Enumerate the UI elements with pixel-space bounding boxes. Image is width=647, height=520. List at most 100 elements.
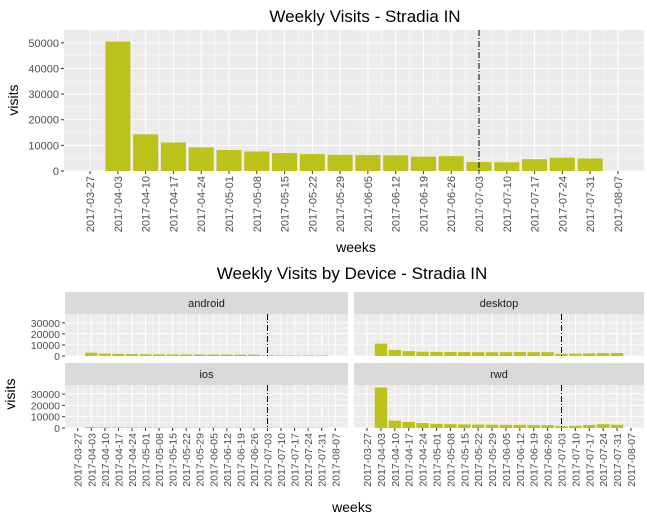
x-tick-label: 2017-06-19	[529, 433, 541, 487]
bar	[610, 424, 624, 428]
bar	[499, 352, 513, 356]
bar	[160, 142, 186, 171]
y-tick-label: 20000	[28, 115, 59, 127]
facet-strip	[65, 292, 348, 314]
bar	[555, 353, 568, 356]
bar	[541, 352, 554, 356]
x-tick-label: 2017-05-29	[195, 433, 207, 487]
bar	[98, 353, 111, 356]
x-tick-label: 2017-07-17	[530, 176, 542, 232]
bar	[85, 352, 98, 356]
bar	[583, 424, 596, 428]
x-tick-label: 2017-05-15	[280, 176, 292, 232]
facet-strip	[354, 292, 644, 314]
bar	[610, 353, 624, 356]
x-tick-label: 2017-06-05	[363, 176, 375, 232]
x-tick-label: 2017-08-07	[613, 176, 625, 232]
x-tick-label: 2017-07-31	[317, 433, 329, 487]
bar	[105, 41, 131, 171]
x-tick-label: 2017-04-10	[100, 433, 112, 487]
bar	[374, 387, 388, 428]
x-tick-label: 2017-06-12	[391, 176, 403, 232]
bar	[180, 354, 193, 356]
y-tick-label: 20000	[31, 400, 60, 412]
bar	[541, 425, 554, 428]
bar	[596, 424, 610, 428]
bar	[583, 353, 596, 356]
y-tick-label: 0	[54, 423, 60, 435]
bar	[133, 134, 159, 171]
bar	[152, 354, 166, 356]
x-tick-label: 2017-06-19	[235, 433, 247, 487]
bar	[527, 352, 540, 356]
bar	[527, 425, 540, 428]
bar	[444, 352, 457, 356]
bar	[549, 157, 575, 171]
bar	[458, 424, 471, 428]
x-tick-label: 2017-07-10	[502, 176, 514, 232]
x-tick-label: 2017-05-01	[224, 176, 236, 232]
x-tick-label: 2017-04-03	[86, 433, 98, 487]
bar	[430, 351, 443, 356]
facet-strip	[65, 363, 348, 385]
x-tick-label: 2017-07-31	[585, 176, 597, 232]
top-chart-title: Weekly Visits - Stradia IN	[269, 7, 460, 26]
bar	[513, 352, 527, 356]
x-tick-label: 2017-07-31	[612, 433, 624, 487]
x-tick-label: 2017-04-03	[113, 176, 125, 232]
y-tick-label: 30000	[31, 318, 60, 330]
x-tick-label: 2017-03-27	[85, 176, 97, 232]
bar	[388, 420, 402, 428]
bar	[247, 354, 261, 356]
x-tick-label: 2017-07-17	[584, 433, 596, 487]
top-chart-xlabel: weeks	[335, 239, 376, 255]
bar	[388, 350, 402, 356]
x-tick-label: 2017-04-24	[127, 433, 139, 487]
facet-strip-label: android	[188, 298, 225, 310]
x-tick-label: 2017-07-03	[557, 433, 569, 487]
x-tick-label: 2017-07-03	[262, 433, 274, 487]
x-tick-label: 2017-08-07	[330, 433, 342, 487]
bar	[383, 155, 409, 171]
x-tick-label: 2017-06-12	[222, 433, 234, 487]
x-tick-label: 2017-04-24	[196, 176, 208, 232]
x-tick-label: 2017-06-26	[446, 176, 458, 232]
x-tick-label: 2017-06-05	[501, 433, 513, 487]
bottom-chart-xlabel: weeks	[331, 499, 372, 515]
x-tick-label: 2017-04-17	[404, 433, 416, 487]
x-tick-label: 2017-03-27	[73, 433, 85, 487]
bar	[416, 423, 429, 428]
x-tick-label: 2017-05-15	[459, 433, 471, 487]
bar	[220, 354, 233, 356]
x-tick-label: 2017-05-22	[307, 176, 319, 232]
x-tick-label: 2017-05-08	[154, 433, 166, 487]
bar	[438, 156, 464, 171]
x-tick-label: 2017-05-01	[141, 433, 153, 487]
bar	[522, 159, 548, 171]
bar	[299, 154, 325, 171]
bar	[402, 422, 415, 428]
x-tick-label: 2017-05-15	[168, 433, 180, 487]
bar	[188, 147, 214, 171]
bar	[327, 154, 353, 171]
y-tick-label: 50000	[28, 38, 59, 50]
y-tick-label: 30000	[28, 89, 59, 101]
bar	[166, 354, 179, 356]
y-tick-label: 10000	[28, 140, 59, 152]
top-chart-ylabel: visits	[5, 84, 21, 115]
bar	[98, 427, 111, 428]
y-tick-label: 10000	[31, 412, 60, 424]
bar	[458, 352, 471, 356]
x-tick-label: 2017-06-19	[418, 176, 430, 232]
bar	[85, 427, 98, 428]
bar	[139, 354, 152, 356]
bar	[596, 353, 610, 356]
top-chart-panel: 0 10000 20000 30000 40000 50000 2017-03-27 2017…	[28, 30, 644, 232]
bar	[513, 424, 527, 428]
bar	[244, 151, 270, 171]
bottom-chart-facets: android0100002000030000desktopios0100002…	[31, 292, 644, 487]
bar	[569, 353, 582, 356]
